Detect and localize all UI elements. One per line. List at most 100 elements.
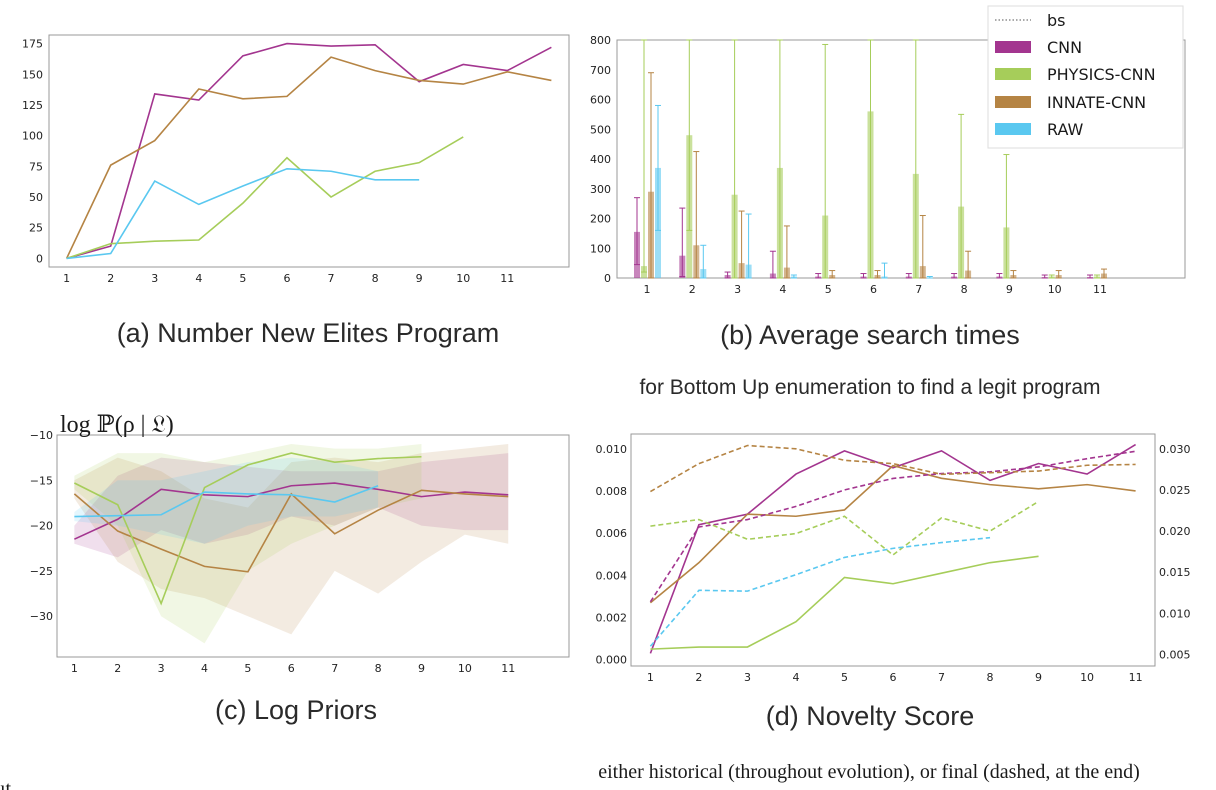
b-ytick-label: 400 (590, 153, 611, 166)
a-series-line-physics-cnn (66, 136, 464, 260)
a-ytick-label: 50 (29, 191, 43, 204)
c-xtick-label: 5 (244, 662, 251, 675)
a-xtick-label: 5 (239, 272, 246, 285)
b-xtick-label: 1 (644, 283, 651, 296)
a-series-line-innate-cnn (65, 56, 552, 259)
a-xtick-label: 7 (328, 272, 335, 285)
d-series-line-cnn-dashed (649, 450, 1136, 603)
c-xtick-label: 8 (375, 662, 382, 675)
b-xtick-label: 3 (734, 283, 741, 296)
d-xtick-label: 10 (1080, 671, 1094, 684)
b-xtick-label: 11 (1093, 283, 1107, 296)
caption-a: (a) Number New Elites Program (117, 318, 500, 348)
b-ytick-label: 600 (590, 94, 611, 107)
legend-cnn-label: CNN (1047, 38, 1082, 57)
b-xtick-label: 10 (1048, 283, 1062, 296)
c-ytick-label: −25 (30, 565, 53, 578)
caption-b-note: for Bottom Up enumeration to find a legi… (639, 376, 1100, 399)
a-xtick-label: 3 (151, 272, 158, 285)
d-y2tick-label: 0.020 (1159, 525, 1191, 538)
a-ytick-label: 150 (22, 68, 43, 81)
legend-physics-cnn-label: PHYSICS-CNN (1047, 65, 1156, 84)
c-xtick-label: 10 (458, 662, 472, 675)
d-xtick-label: 3 (744, 671, 751, 684)
d-ytick-label: 0.006 (596, 527, 628, 540)
b-xtick-label: 9 (1006, 283, 1013, 296)
b-ytick-label: 0 (604, 272, 611, 285)
a-xtick-label: 4 (195, 272, 202, 285)
a-series-line-cnn (66, 42, 552, 260)
d-series-line-physics-cnn-solid (650, 555, 1039, 650)
d-xtick-label: 1 (647, 671, 654, 684)
panel-d-frame (630, 433, 1156, 667)
b-ytick-label: 500 (590, 123, 611, 136)
d-y2tick-label: 0.030 (1159, 443, 1191, 456)
c-ytick-label: −10 (30, 429, 53, 442)
d-ytick-label: 0.010 (596, 443, 628, 456)
b-ytick-label: 300 (590, 183, 611, 196)
c-series-line-raw (74, 484, 379, 518)
d-xtick-label: 2 (695, 671, 702, 684)
caption-b: (b) Average search times (720, 320, 1020, 350)
legend-raw-patch (995, 123, 1031, 135)
c-xtick-label: 1 (71, 662, 78, 675)
d-y2tick-label: 0.005 (1159, 648, 1191, 661)
b-ytick-label: 700 (590, 64, 611, 77)
legend: bs CNN PHYSICS-CNN INNATE-CNN RAW (987, 5, 1184, 149)
panel-c-ylabel: log ℙ(ρ | 𝔏) (60, 412, 174, 438)
caption-d-note: either historical (throughout evolution)… (598, 761, 1140, 783)
b-ytick-label: 100 (590, 242, 611, 255)
c-series-line-physics-cnn (73, 452, 422, 606)
d-xtick-label: 6 (890, 671, 897, 684)
c-ytick-label: −30 (30, 610, 53, 623)
d-ytick-label: 0.004 (596, 569, 628, 582)
legend-physics-cnn-patch (995, 68, 1031, 80)
c-ytick-label: −15 (30, 474, 53, 487)
c-xtick-label: 4 (201, 662, 208, 675)
c-xtick-label: 7 (331, 662, 338, 675)
d-ytick-label: 0.002 (596, 611, 628, 624)
a-xtick-label: 2 (107, 272, 114, 285)
c-series-line-innate-cnn (73, 489, 509, 573)
b-ytick-label: 200 (590, 213, 611, 226)
b-xtick-label: 2 (689, 283, 696, 296)
d-xtick-label: 9 (1035, 671, 1042, 684)
a-series-line-raw (66, 167, 420, 260)
d-xtick-label: 7 (938, 671, 945, 684)
c-xtick-label: 3 (158, 662, 165, 675)
d-xtick-label: 8 (987, 671, 994, 684)
d-series-line-innate-cnn-dashed (650, 444, 1136, 493)
a-xtick-label: 10 (456, 272, 470, 285)
d-xtick-label: 5 (841, 671, 848, 684)
d-series-line-innate-cnn-solid (649, 464, 1136, 604)
caption-c: (c) Log Priors (215, 695, 377, 725)
c-xtick-label: 9 (418, 662, 425, 675)
a-ytick-label: 175 (22, 38, 43, 51)
a-ytick-label: 125 (22, 99, 43, 112)
panel-b-frame (616, 39, 1186, 279)
c-xtick-label: 6 (288, 662, 295, 675)
legend-innate-cnn-patch (995, 96, 1031, 108)
a-xtick-label: 1 (63, 272, 70, 285)
b-xtick-label: 5 (825, 283, 832, 296)
c-xtick-label: 11 (501, 662, 515, 675)
b-xtick-label: 8 (961, 283, 968, 296)
d-series-line-cnn-solid (649, 443, 1137, 654)
caption-d: (d) Novelty Score (766, 701, 975, 731)
a-ytick-label: 25 (29, 222, 43, 235)
a-xtick-label: 6 (283, 272, 290, 285)
edge-fragment: ıt (0, 778, 12, 790)
d-y2tick-label: 0.010 (1159, 607, 1191, 620)
a-ytick-label: 75 (29, 160, 43, 173)
d-y2tick-label: 0.015 (1159, 566, 1191, 579)
d-series-line-physics-cnn-dashed (650, 500, 1039, 556)
c-ytick-label: −20 (30, 520, 53, 533)
d-ytick-label: 0.000 (596, 654, 628, 667)
a-xtick-label: 8 (372, 272, 379, 285)
b-xtick-label: 7 (915, 283, 922, 296)
d-xtick-label: 11 (1129, 671, 1143, 684)
legend-bs-label: bs (1047, 11, 1066, 30)
legend-raw-label: RAW (1047, 120, 1084, 139)
c-band-raw (74, 457, 379, 544)
